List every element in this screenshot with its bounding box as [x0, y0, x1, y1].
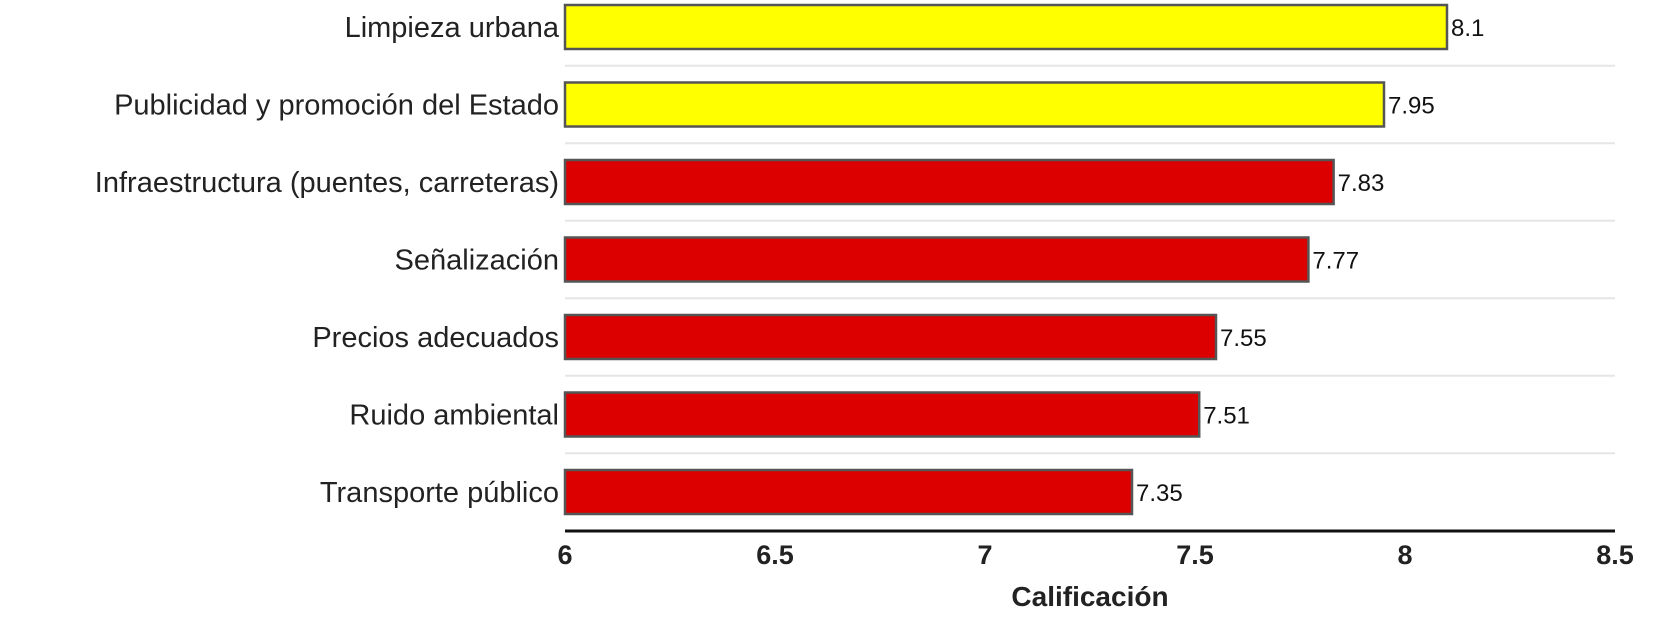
- x-tick-label: 7: [977, 540, 992, 570]
- category-label: Ruido ambiental: [349, 400, 559, 432]
- bar: [563, 391, 1201, 438]
- x-tick-label: 6: [557, 540, 572, 570]
- category-label: Limpieza urbana: [345, 12, 560, 44]
- category-label: Precios adecuados: [312, 322, 559, 354]
- bars: [563, 3, 1449, 516]
- bar: [563, 3, 1449, 51]
- data-label: 7.83: [1338, 170, 1385, 197]
- grid-lines: [565, 64, 1615, 455]
- bar: [563, 158, 1335, 206]
- value-labels: 8.1 7.95 7.83 7.77 7.55 7.51 7.35: [1136, 15, 1484, 507]
- data-label: 7.35: [1136, 480, 1183, 507]
- x-tick-label: 7.5: [1176, 540, 1214, 570]
- x-tick-label: 8: [1397, 540, 1412, 570]
- data-label: 7.51: [1203, 403, 1250, 430]
- x-tick-label: 8.5: [1596, 540, 1634, 570]
- x-axis-title: Calificación: [1011, 581, 1168, 612]
- bar: [563, 81, 1386, 128]
- bar: [563, 236, 1310, 283]
- x-tick-labels: 6 6.5 7 7.5 8 8.5: [557, 540, 1633, 570]
- category-label: Infraestructura (puentes, carreteras): [95, 167, 559, 199]
- x-tick-label: 6.5: [756, 540, 794, 570]
- bar: [563, 468, 1134, 516]
- data-label: 7.55: [1220, 325, 1267, 352]
- bar: [563, 313, 1218, 361]
- category-label: Publicidad y promoción del Estado: [114, 90, 559, 122]
- category-label: Señalización: [395, 245, 559, 277]
- data-label: 7.77: [1312, 248, 1359, 275]
- category-label: Transporte público: [320, 477, 559, 509]
- data-label: 8.1: [1451, 15, 1484, 42]
- category-labels: Limpieza urbana Publicidad y promoción de…: [95, 12, 560, 509]
- data-label: 7.95: [1388, 93, 1435, 120]
